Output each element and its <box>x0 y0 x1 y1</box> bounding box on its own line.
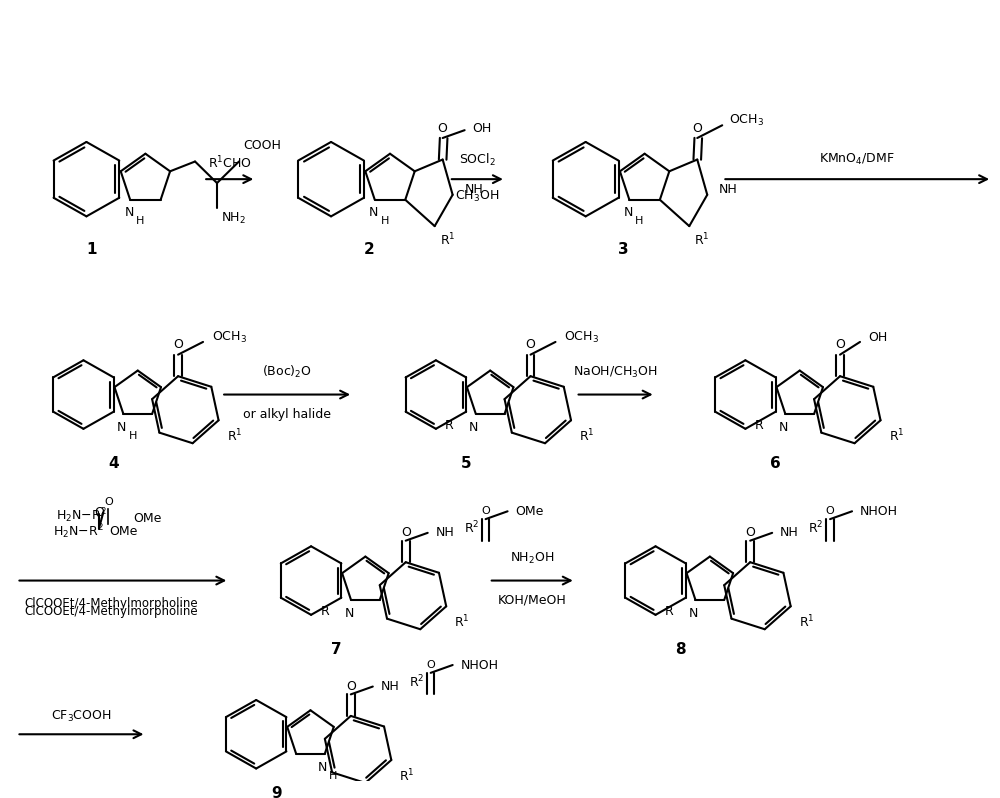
Text: O: O <box>481 506 490 516</box>
Text: O: O <box>745 527 755 539</box>
Text: O: O <box>401 527 411 539</box>
Text: COOH: COOH <box>243 139 281 152</box>
Text: OH: OH <box>868 330 887 343</box>
Text: O: O <box>346 680 356 693</box>
Text: H$_2$N$-$R$^2$: H$_2$N$-$R$^2$ <box>56 506 107 525</box>
Text: H: H <box>329 771 337 781</box>
Text: N: N <box>469 421 479 434</box>
Text: N: N <box>369 206 378 219</box>
Text: H: H <box>635 216 644 227</box>
Text: R$^1$: R$^1$ <box>694 231 710 248</box>
Text: OCH$_3$: OCH$_3$ <box>729 113 764 128</box>
Text: R: R <box>445 419 454 433</box>
Text: ClCOOEt/4-Methylmorpholine: ClCOOEt/4-Methylmorpholine <box>25 605 198 618</box>
Text: NH$_2$: NH$_2$ <box>221 211 246 226</box>
Text: H: H <box>381 216 389 227</box>
Text: NH: NH <box>719 184 738 196</box>
Text: R$^2$: R$^2$ <box>464 519 479 536</box>
Text: 2: 2 <box>364 242 374 257</box>
Text: 8: 8 <box>675 642 686 657</box>
Text: R$^1$: R$^1$ <box>579 429 595 444</box>
Text: CH$_3$OH: CH$_3$OH <box>455 189 499 204</box>
Text: H: H <box>136 216 144 227</box>
Text: O: O <box>526 338 535 351</box>
Text: R: R <box>665 605 674 618</box>
Text: SOCl$_2$: SOCl$_2$ <box>459 152 496 168</box>
Text: NH: NH <box>381 680 400 693</box>
Text: NHOH: NHOH <box>860 505 898 518</box>
Text: NH$_2$OH: NH$_2$OH <box>510 551 554 566</box>
Text: OMe: OMe <box>516 505 544 518</box>
Text: 9: 9 <box>271 785 281 798</box>
Text: N: N <box>117 421 126 434</box>
Text: R$^1$: R$^1$ <box>440 231 455 248</box>
Text: NaOH/CH$_3$OH: NaOH/CH$_3$OH <box>573 365 658 380</box>
Text: or alkyl halide: or alkyl halide <box>243 408 331 421</box>
Text: OCH$_3$: OCH$_3$ <box>212 330 247 345</box>
Text: OMe: OMe <box>109 525 138 538</box>
Text: NH: NH <box>436 527 454 539</box>
Text: KOH/MeOH: KOH/MeOH <box>498 594 567 606</box>
Text: R$^2$: R$^2$ <box>409 674 424 690</box>
Text: O: O <box>426 660 435 670</box>
Text: H$_2$N$-$R$^2$: H$_2$N$-$R$^2$ <box>53 522 104 541</box>
Text: O: O <box>94 505 104 519</box>
Text: N: N <box>624 206 633 219</box>
Text: ClCOOEt/4-Methylmorpholine: ClCOOEt/4-Methylmorpholine <box>25 597 198 610</box>
Text: O: O <box>835 338 845 351</box>
Text: 1: 1 <box>86 242 97 257</box>
Text: O: O <box>692 122 702 135</box>
Text: 7: 7 <box>331 642 341 657</box>
Text: NHOH: NHOH <box>461 658 499 671</box>
Text: R$^1$: R$^1$ <box>454 614 470 630</box>
Text: O: O <box>104 497 113 508</box>
Text: R$^1$: R$^1$ <box>799 614 814 630</box>
Text: N: N <box>689 607 698 620</box>
Text: R$^2$: R$^2$ <box>808 519 824 536</box>
Text: NH: NH <box>780 527 799 539</box>
Text: 3: 3 <box>618 242 629 257</box>
Text: CF$_3$COOH: CF$_3$COOH <box>51 709 112 725</box>
Text: (Boc)$_2$O: (Boc)$_2$O <box>262 364 312 380</box>
Text: N: N <box>318 760 328 774</box>
Text: 5: 5 <box>461 456 471 471</box>
Text: R$^1$CHO: R$^1$CHO <box>208 154 252 171</box>
Text: R: R <box>320 605 329 618</box>
Text: R$^1$: R$^1$ <box>889 429 904 444</box>
Text: OCH$_3$: OCH$_3$ <box>564 330 599 345</box>
Text: 6: 6 <box>770 456 781 471</box>
Text: N: N <box>124 206 134 219</box>
Text: N: N <box>779 421 788 434</box>
Text: R$^1$: R$^1$ <box>227 429 242 444</box>
Text: 4: 4 <box>108 456 119 471</box>
Text: NH: NH <box>465 184 483 196</box>
Text: N: N <box>344 607 354 620</box>
Text: O: O <box>438 122 448 135</box>
Text: R$^1$: R$^1$ <box>399 768 415 784</box>
Text: KMnO$_4$/DMF: KMnO$_4$/DMF <box>819 152 895 167</box>
Text: OH: OH <box>473 122 492 135</box>
Text: R: R <box>755 419 763 433</box>
Text: H: H <box>129 432 138 441</box>
Text: OMe: OMe <box>133 512 162 525</box>
Text: O: O <box>173 338 183 351</box>
Text: O: O <box>826 506 834 516</box>
